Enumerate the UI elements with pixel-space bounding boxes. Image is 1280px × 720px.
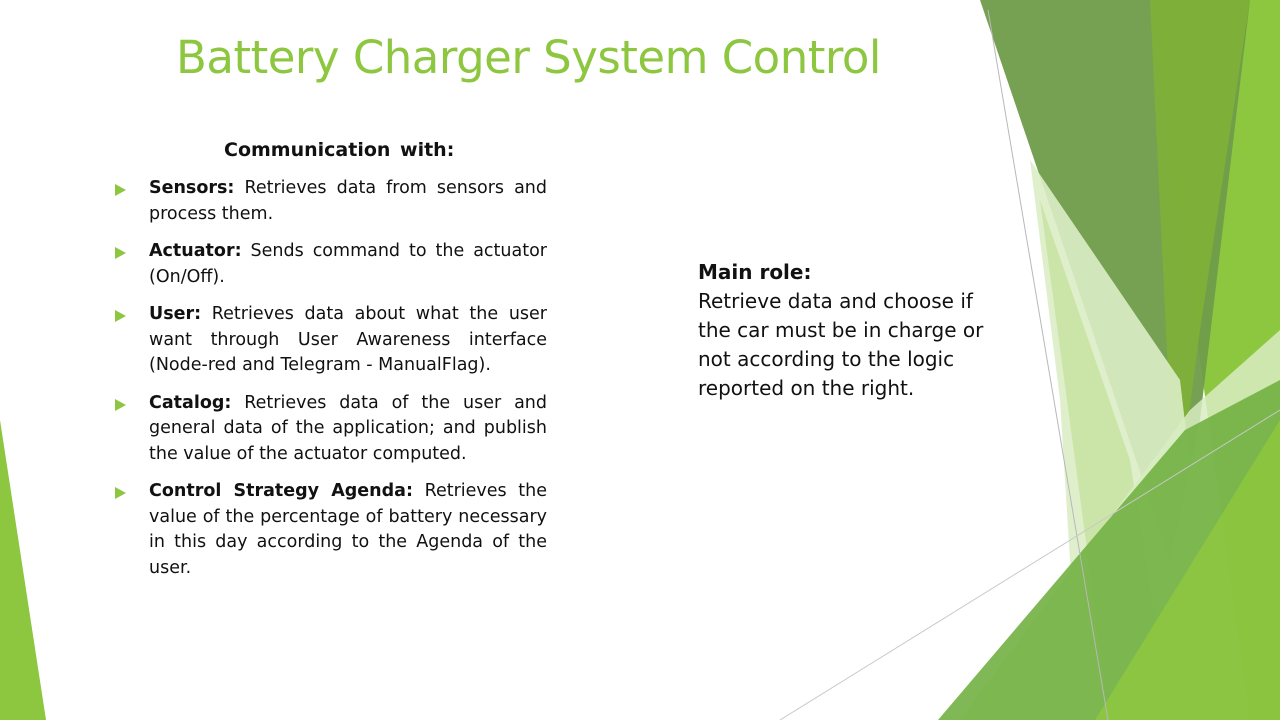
bullet-arrow-icon [115, 310, 126, 322]
bullet-text: Retrieves data about what the user want … [149, 304, 547, 375]
bullet-text: Retrieves data of the user and general d… [149, 392, 547, 464]
main-role-box: Main role: Retrieve data and choose if t… [698, 258, 998, 403]
list-item: User: Retrieves data about what the user… [113, 302, 547, 379]
bullet-arrow-icon [115, 184, 126, 196]
list-item: Control Strategy Agenda: Retrieves the v… [113, 479, 547, 581]
communication-heading: Communication with: [224, 139, 455, 161]
main-role-label: Main role: [698, 260, 812, 284]
slide-title: Battery Charger System Control [176, 31, 881, 84]
bottom-right-green-shape [1095, 420, 1280, 720]
bullet-text: Retrieves the value of the percentage of… [149, 481, 547, 578]
bullet-term: Catalog: [149, 392, 232, 413]
list-item: Catalog: Retrieves data of the user and … [113, 391, 547, 468]
list-item: Actuator: Sends command to the actuator … [113, 239, 547, 290]
bullet-term: User: [149, 304, 202, 324]
bullet-arrow-icon [115, 398, 126, 411]
bullet-arrow-icon [115, 247, 126, 259]
thin-line-2 [779, 409, 1280, 720]
bullet-text: Sends command to the actuator (On/Off). [149, 241, 547, 287]
thin-line-1 [987, 9, 1109, 720]
left-green-shape [0, 420, 46, 720]
bullet-arrow-icon [115, 487, 126, 499]
bullet-term: Control Strategy Agenda: [149, 481, 413, 501]
bullet-term: Sensors: [149, 178, 235, 198]
bullet-term: Actuator: [149, 241, 242, 261]
communication-list: Sensors: Retrieves data from sensors and… [113, 176, 547, 593]
main-role-text: Retrieve data and choose if the car must… [698, 289, 984, 400]
list-item: Sensors: Retrieves data from sensors and… [113, 176, 547, 227]
bullet-text: Retrieves data from sensors and process … [149, 178, 547, 224]
